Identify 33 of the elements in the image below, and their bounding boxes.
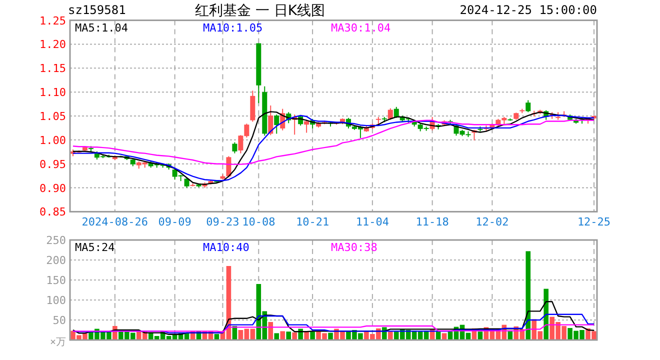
y-tick-label: 250 — [46, 234, 66, 247]
x-tick-label: 11-04 — [356, 216, 390, 229]
y-tick-label: 1.00 — [40, 134, 66, 147]
text: MA10:40 — [203, 241, 250, 254]
x-tick-label: 09-09 — [158, 216, 192, 229]
x-tick-label: 10-08 — [242, 216, 276, 229]
text: MA5:24 — [75, 241, 116, 254]
y-tick-label: 1.15 — [40, 62, 66, 76]
text: MA5:1.04 — [75, 21, 128, 34]
chart-subtitle: sz159581 — [68, 3, 126, 17]
y-tick-label: 1.05 — [40, 110, 66, 123]
text: MA10:1.05 — [203, 21, 263, 34]
text: MA30:1.04 — [331, 21, 391, 34]
y-tick-label: 1.10 — [40, 86, 66, 100]
y-tick-label: 50 — [52, 314, 66, 327]
x-tick-label: 10-21 — [296, 216, 330, 229]
y-tick-label: 100 — [46, 294, 66, 307]
y-tick-label: 1.20 — [40, 38, 66, 52]
x-tick-label: 2024-08-26 — [82, 216, 148, 229]
y-axis-title: ×万 — [50, 337, 66, 348]
y-tick-label: 200 — [46, 254, 66, 267]
y-tick-label: 1.25 — [40, 14, 66, 28]
y-tick-label: 150 — [46, 274, 66, 287]
y-tick-label: 0.95 — [40, 158, 66, 171]
text: MA30:38 — [331, 241, 378, 254]
y-tick-label: 0.85 — [40, 206, 66, 219]
x-tick-label: 09-23 — [206, 216, 240, 229]
x-tick-label: 11-18 — [416, 216, 449, 229]
chart-title: 红利基金 一 日K线图 — [194, 3, 326, 19]
x-tick-label: 12-02 — [476, 216, 509, 229]
x-tick-label: 12-25 — [577, 216, 611, 229]
text: 2024-12-25 15:00:00 — [460, 3, 597, 17]
y-tick-label: 0.90 — [40, 182, 66, 195]
